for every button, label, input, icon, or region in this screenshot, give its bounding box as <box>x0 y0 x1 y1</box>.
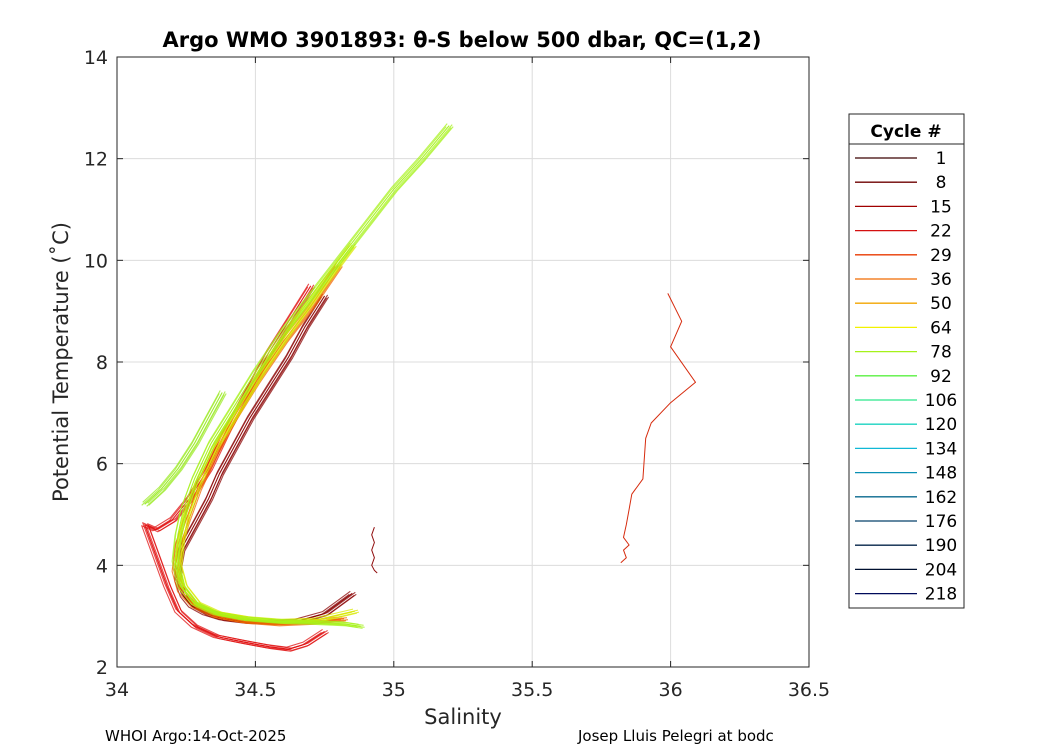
legend-label: 148 <box>925 464 957 484</box>
series-line-band-lime-upper <box>176 127 452 629</box>
y-tick-label: 8 <box>96 352 108 374</box>
y-tick-label: 2 <box>96 657 108 679</box>
series-line-band-lime-upper <box>177 124 453 626</box>
x-axis-label: Salinity <box>424 705 502 729</box>
footer-source: WHOI Argo:14-Oct-2025 <box>105 727 286 745</box>
series-line-band-lime-upper <box>171 126 447 628</box>
legend-label: 120 <box>925 415 957 435</box>
legend-label: 36 <box>930 270 952 290</box>
legend-label: 162 <box>925 488 957 508</box>
y-tick-label: 6 <box>96 454 108 476</box>
legend-label: 64 <box>930 318 952 338</box>
legend-label: 22 <box>930 222 952 242</box>
chart-title: Argo WMO 3901893: θ-S below 500 dbar, QC… <box>163 28 762 52</box>
x-tick-label: 34 <box>105 679 129 701</box>
series-layer <box>141 123 696 652</box>
x-tick-label: 36 <box>659 679 683 701</box>
series-line-band-lime-upper <box>178 126 454 628</box>
series-line-band-lime-lower <box>148 393 227 506</box>
series-line-band-yellow <box>180 243 359 621</box>
legend: Cycle # 1 8 15 22 29 36 50 64 78 92 106 120 134 148 16… <box>848 113 965 609</box>
series-line-band-lime-upper <box>172 123 448 625</box>
legend-label: 190 <box>925 536 957 556</box>
legend-label: 1 <box>936 149 947 169</box>
series-line-band-lime-lower <box>146 394 225 507</box>
legend-label: 50 <box>930 294 952 314</box>
legend-label: 29 <box>930 246 952 266</box>
series-line-band-orange <box>174 265 345 625</box>
series-line-band-yellow <box>179 246 358 624</box>
legend-label: 176 <box>925 512 957 532</box>
legend-title: Cycle # <box>870 122 941 142</box>
series-line-band-red <box>142 283 323 648</box>
series-line-isolated-dark-trace <box>371 527 378 574</box>
series-line-band-lime-lower <box>144 392 223 505</box>
footer-attribution: Josep Lluis Pelegri at bodc <box>577 727 774 745</box>
x-tick-label: 34.5 <box>234 679 276 701</box>
y-tick-label: 4 <box>96 555 108 577</box>
legend-label: 204 <box>925 560 957 580</box>
legend-label: 78 <box>930 343 952 363</box>
y-tick-label: 14 <box>84 47 108 69</box>
legend-label: 8 <box>936 173 947 193</box>
y-tick-label: 12 <box>84 149 108 171</box>
x-tick-label: 35.5 <box>511 679 553 701</box>
x-axis-ticks: 34 34.5 35 35.5 36 36.5 <box>105 57 830 701</box>
y-tick-label: 10 <box>84 250 108 272</box>
series-line-band-lime-lower <box>141 393 220 506</box>
series-line-band-lime-lower <box>147 391 226 504</box>
series-line-band-lime-upper <box>174 125 450 627</box>
y-axis-label: Potential Temperature (˚C) <box>49 222 73 502</box>
grid-lines <box>116 56 810 668</box>
legend-label: 106 <box>925 391 957 411</box>
series-line-band-orange <box>177 264 348 624</box>
series-line-band-lime-lower <box>142 390 221 503</box>
x-tick-label: 35 <box>382 679 406 701</box>
legend-label: 15 <box>930 197 952 217</box>
x-tick-label: 36.5 <box>788 679 830 701</box>
y-axis-ticks: 2 4 6 8 10 12 14 <box>84 47 809 679</box>
series-line-band-orange <box>176 267 347 627</box>
legend-label: 218 <box>925 585 957 605</box>
legend-label: 134 <box>925 439 957 459</box>
series-line-band-yellow <box>181 245 360 623</box>
legend-box <box>848 113 965 609</box>
legend-label: 92 <box>930 367 952 387</box>
series-line-band-orange <box>178 266 349 626</box>
series-line-isolated-red-trace <box>620 293 696 564</box>
legend-entries: 1 8 15 22 29 36 50 64 78 92 106 120 134 148 162 176 190 2… <box>855 149 957 605</box>
